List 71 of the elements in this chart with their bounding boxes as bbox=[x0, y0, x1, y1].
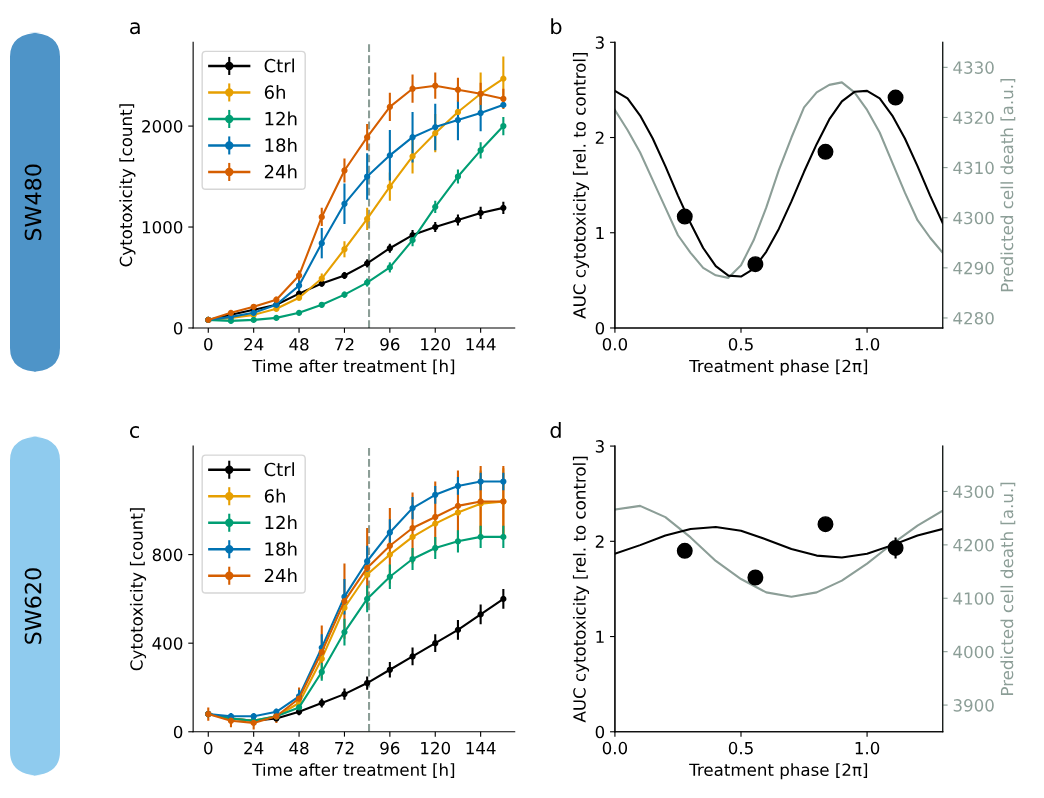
y-tick-label: 1 bbox=[596, 226, 604, 240]
legend-label: 6h bbox=[264, 488, 285, 503]
y2-tick-label: 4330 bbox=[953, 61, 994, 74]
x-tick-label: 120 bbox=[421, 741, 451, 755]
y2-axis-title: Predicted cell death [a.u.] bbox=[1000, 78, 1016, 292]
x-tick-label: 96 bbox=[380, 741, 400, 755]
y-axis-title: AUC cytotoxicity [rel. to control] bbox=[572, 52, 590, 319]
chart-title: a bbox=[130, 22, 140, 35]
x-tick-label: 144 bbox=[466, 338, 496, 351]
y-tick-label: 3 bbox=[595, 36, 604, 49]
legend-label: 12h bbox=[265, 111, 297, 126]
x-tick-label: 0.0 bbox=[602, 741, 628, 755]
x-axis-title: Treatment phase [2π] bbox=[689, 359, 868, 376]
x-tick-label: 72 bbox=[335, 337, 354, 351]
x-tick-label: 72 bbox=[335, 741, 354, 755]
legend-label: 6h bbox=[264, 85, 285, 100]
y-axis-title: Cytotoxicity [count] bbox=[119, 104, 136, 267]
legend-label: 24h bbox=[264, 568, 297, 583]
text: SW620 bbox=[24, 568, 42, 644]
y-tick-label: 0 bbox=[173, 725, 183, 739]
x-axis-title: Time after treatment [h] bbox=[252, 359, 455, 375]
y-tick-label: 0 bbox=[173, 321, 183, 335]
y-tick-label: 0 bbox=[595, 321, 605, 335]
y-tick-label: 0 bbox=[595, 725, 605, 739]
y-tick-label: 1000 bbox=[142, 220, 183, 234]
x-tick-label: 24 bbox=[244, 741, 264, 755]
y-axis-title: Cytotoxicity [count] bbox=[129, 508, 147, 671]
x-tick-label: 0 bbox=[204, 741, 213, 755]
y2-tick-label: 4200 bbox=[953, 538, 994, 552]
y2-tick-label: 3900 bbox=[953, 699, 994, 712]
y2-axis-title: Predicted cell death [a.u.] bbox=[1000, 482, 1016, 695]
x-tick-label: 0.0 bbox=[602, 337, 628, 351]
y-tick-label: 1 bbox=[596, 630, 604, 643]
chart-title: d bbox=[550, 421, 561, 439]
text: SW480 bbox=[24, 164, 42, 241]
y-tick-label: 400 bbox=[152, 637, 183, 650]
y2-tick-label: 4100 bbox=[953, 592, 994, 605]
y2-tick-label: 4320 bbox=[953, 111, 994, 125]
x-axis-title: Time after treatment [h] bbox=[252, 763, 455, 779]
x-tick-label: 0.5 bbox=[728, 741, 753, 755]
x-tick-label: 144 bbox=[466, 742, 496, 755]
legend-label: 18h bbox=[265, 138, 297, 153]
x-tick-label: 0 bbox=[204, 337, 213, 351]
y-axis-title: AUC cytotoxicity [rel. to control] bbox=[572, 456, 590, 723]
legend-label: 24h bbox=[264, 164, 297, 179]
chart-title: b bbox=[551, 18, 562, 35]
x-tick-label: 48 bbox=[289, 741, 309, 755]
legend-label: 18h bbox=[265, 541, 297, 556]
x-tick-label: 120 bbox=[421, 337, 451, 351]
y-tick-label: 800 bbox=[152, 548, 183, 562]
legend-label: Ctrl bbox=[264, 462, 294, 477]
x-tick-label: 1.0 bbox=[855, 337, 880, 351]
x-axis-title: Treatment phase [2π] bbox=[689, 763, 868, 780]
y-tick-label: 3 bbox=[595, 440, 604, 453]
legend-label: Ctrl bbox=[264, 58, 294, 73]
x-tick-label: 48 bbox=[289, 337, 309, 351]
x-tick-label: 0.5 bbox=[728, 337, 753, 351]
y2-tick-label: 4290 bbox=[953, 261, 994, 275]
y2-tick-label: 4300 bbox=[953, 485, 994, 499]
legend-label: 12h bbox=[265, 515, 297, 530]
y2-tick-label: 4280 bbox=[953, 311, 994, 325]
y2-tick-label: 4300 bbox=[953, 211, 994, 225]
y-tick-label: 2000 bbox=[142, 120, 183, 133]
x-tick-label: 96 bbox=[380, 337, 400, 351]
chart-title: c bbox=[129, 426, 139, 439]
y2-tick-label: 4000 bbox=[953, 645, 994, 659]
y2-tick-label: 4310 bbox=[953, 161, 994, 175]
x-tick-label: 1.0 bbox=[855, 741, 880, 755]
y-tick-label: 2 bbox=[595, 131, 604, 144]
x-tick-label: 24 bbox=[244, 337, 264, 351]
y-tick-label: 2 bbox=[595, 535, 604, 548]
